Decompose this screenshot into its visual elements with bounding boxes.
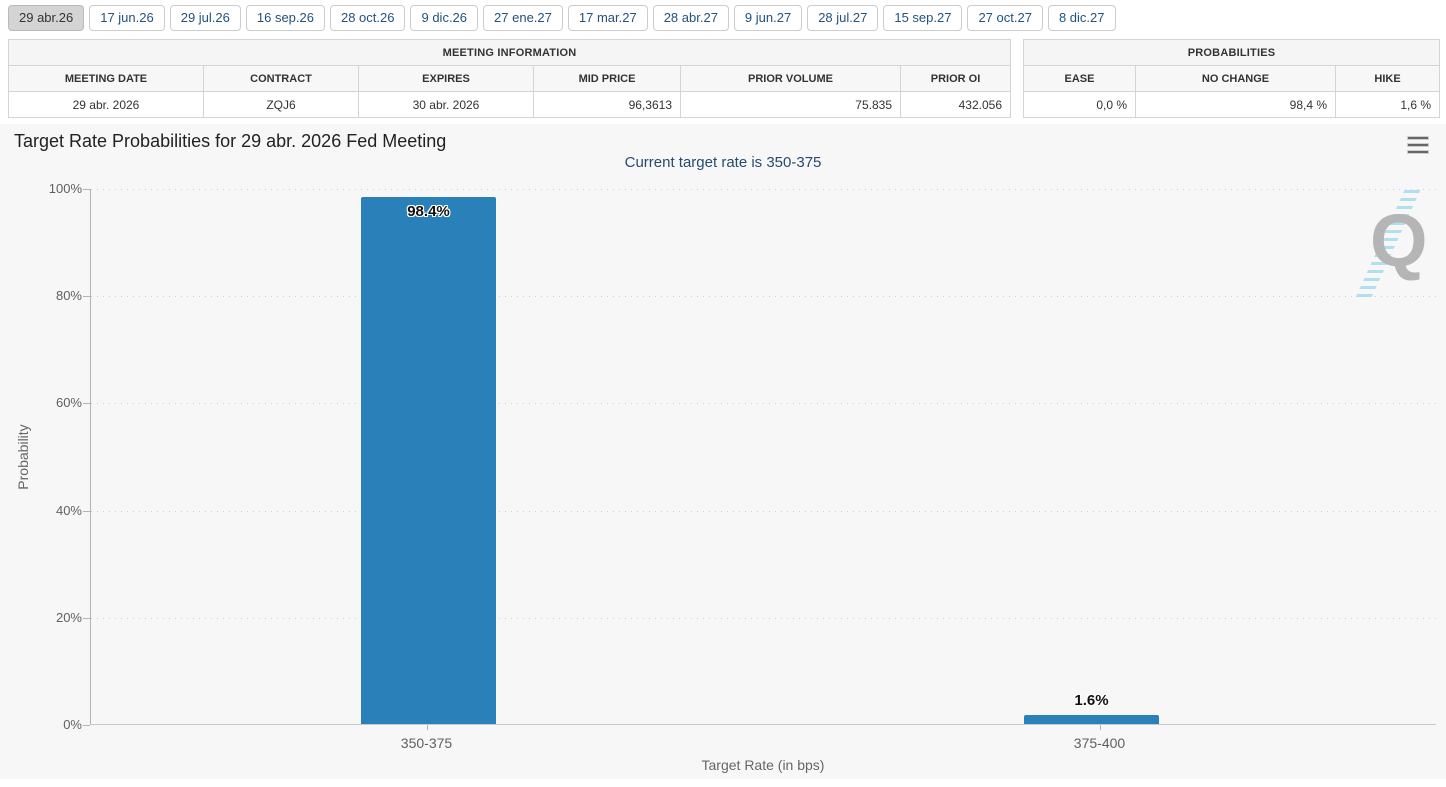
col-prior-volume: PRIOR VOLUME bbox=[680, 65, 901, 92]
xtick-label-375-400: 375-400 bbox=[1073, 735, 1126, 751]
tab-meeting-date-0[interactable]: 29 abr.26 bbox=[8, 5, 85, 31]
info-tables: MEETING INFORMATION MEETING DATE CONTRAC… bbox=[7, 39, 1441, 118]
tab-meeting-date-11[interactable]: 15 sep.27 bbox=[883, 5, 963, 31]
meeting-info-title: MEETING INFORMATION bbox=[7, 39, 1012, 66]
ytick-label-40: 40% bbox=[55, 503, 82, 518]
expires-value: 30 abr. 2026 bbox=[358, 91, 534, 118]
probabilities-title: PROBABILITIES bbox=[1023, 39, 1441, 66]
col-expires: EXPIRES bbox=[358, 65, 534, 92]
ease-value: 0,0 % bbox=[1023, 91, 1137, 118]
bar-375-400[interactable] bbox=[1024, 715, 1159, 724]
ytick-label-0: 0% bbox=[63, 717, 82, 732]
col-prior-oi: PRIOR OI bbox=[899, 65, 1012, 92]
gridline-100 bbox=[91, 189, 1436, 190]
tab-meeting-date-9[interactable]: 9 jun.27 bbox=[733, 5, 803, 31]
probabilities-row: 0,0 % 98,4 % 1,6 % bbox=[1023, 91, 1441, 118]
ytick-label-60: 60% bbox=[55, 395, 82, 410]
y-axis-title: Probability bbox=[15, 424, 31, 490]
target-rate-probabilities-chart: Target Rate Probabilities for 29 abr. 20… bbox=[0, 124, 1446, 779]
tab-meeting-date-6[interactable]: 27 ene.27 bbox=[483, 5, 563, 31]
x-axis-title: Target Rate (in bps) bbox=[701, 757, 825, 773]
tab-meeting-date-5[interactable]: 9 dic.26 bbox=[410, 5, 479, 31]
col-ease: EASE bbox=[1023, 65, 1137, 92]
y-tick bbox=[83, 296, 90, 297]
y-tick bbox=[83, 511, 90, 512]
tab-meeting-date-10[interactable]: 28 jul.27 bbox=[807, 5, 879, 31]
hike-value: 1,6 % bbox=[1335, 91, 1441, 118]
contract-value: ZQJ6 bbox=[203, 91, 359, 118]
gridline-20 bbox=[91, 618, 1436, 619]
mid-price-value: 96,3613 bbox=[533, 91, 681, 118]
ytick-label-100: 100% bbox=[48, 181, 82, 196]
xtick-label-350-375: 350-375 bbox=[400, 735, 453, 751]
meeting-date-tabbar: 29 abr.26 17 jun.26 29 jul.26 16 sep.26 … bbox=[0, 0, 1446, 35]
ytick-label-20: 20% bbox=[55, 610, 82, 625]
quikstrike-q-logo: Q bbox=[1350, 190, 1438, 302]
gridline-40 bbox=[91, 511, 1436, 512]
no-change-value: 98,4 % bbox=[1135, 91, 1337, 118]
y-tick bbox=[83, 189, 90, 190]
tab-meeting-date-7[interactable]: 17 mar.27 bbox=[567, 5, 648, 31]
col-mid-price: MID PRICE bbox=[533, 65, 681, 92]
ytick-label-80: 80% bbox=[55, 288, 82, 303]
bar-350-375[interactable] bbox=[361, 196, 496, 724]
x-tick bbox=[427, 725, 428, 730]
col-hike: HIKE bbox=[1335, 65, 1441, 92]
col-contract: CONTRACT bbox=[203, 65, 359, 92]
hamburger-icon[interactable] bbox=[1406, 135, 1430, 155]
tab-meeting-date-8[interactable]: 28 abr.27 bbox=[652, 5, 729, 31]
watermark-letter: Q bbox=[1370, 199, 1428, 282]
y-tick bbox=[83, 403, 90, 404]
meeting-date-value: 29 abr. 2026 bbox=[8, 91, 204, 118]
prior-oi-value: 432.056 bbox=[899, 91, 1012, 118]
chart-title: Target Rate Probabilities for 29 abr. 20… bbox=[14, 131, 447, 151]
gridline-80 bbox=[91, 296, 1436, 297]
y-tick bbox=[83, 618, 90, 619]
prior-volume-value: 75.835 bbox=[680, 91, 901, 118]
gridline-60 bbox=[91, 403, 1436, 404]
tab-meeting-date-2[interactable]: 29 jul.26 bbox=[169, 5, 241, 31]
probabilities-table: PROBABILITIES EASE NO CHANGE HIKE 0,0 % … bbox=[1023, 39, 1441, 118]
tab-meeting-date-4[interactable]: 28 oct.26 bbox=[329, 5, 406, 31]
tab-meeting-date-12[interactable]: 27 oct.27 bbox=[967, 5, 1043, 31]
y-tick bbox=[83, 725, 90, 726]
bar-label-350-375: 98.4% bbox=[407, 203, 450, 220]
meeting-information-table: MEETING INFORMATION MEETING DATE CONTRAC… bbox=[7, 39, 1012, 118]
meeting-info-row: 29 abr. 2026 ZQJ6 30 abr. 2026 96,3613 7… bbox=[8, 91, 1012, 118]
tab-meeting-date-1[interactable]: 17 jun.26 bbox=[89, 5, 165, 31]
chart-subtitle: Current target rate is 350-375 bbox=[624, 154, 822, 171]
plot-area: 98.4% 1.6% bbox=[90, 189, 1436, 725]
col-meeting-date: MEETING DATE bbox=[8, 65, 204, 92]
tab-meeting-date-13[interactable]: 8 dic.27 bbox=[1047, 5, 1116, 31]
x-tick bbox=[1100, 725, 1101, 730]
tab-meeting-date-3[interactable]: 16 sep.26 bbox=[245, 5, 325, 31]
bar-label-375-400: 1.6% bbox=[1074, 692, 1109, 709]
col-no-change: NO CHANGE bbox=[1135, 65, 1337, 92]
